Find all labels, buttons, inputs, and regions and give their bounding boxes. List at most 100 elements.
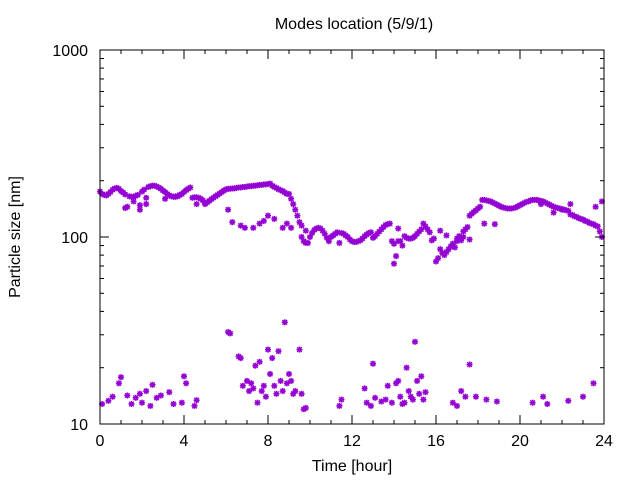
data-point [162, 195, 169, 202]
data-point [292, 388, 299, 395]
data-point [418, 226, 425, 233]
data-point [382, 396, 389, 403]
data-point [283, 220, 290, 227]
data-point [187, 184, 194, 191]
x-tick-label: 4 [180, 433, 189, 450]
data-point [283, 380, 290, 387]
data-point [265, 346, 271, 353]
data-point [105, 397, 112, 404]
data-point [256, 220, 263, 227]
data-point [384, 382, 391, 389]
data-point [166, 389, 173, 396]
data-point [298, 390, 305, 397]
data-point [412, 338, 418, 345]
data-point [395, 225, 402, 232]
data-point [141, 186, 148, 193]
data-point [430, 235, 437, 242]
data-point [460, 234, 467, 240]
data-point [437, 227, 444, 234]
data-point [401, 399, 408, 406]
data-point [290, 201, 297, 208]
x-tick-label: 24 [595, 433, 613, 450]
data-point [367, 402, 374, 409]
data-point [143, 201, 150, 208]
data-point [466, 361, 473, 368]
data-point [262, 393, 269, 400]
data-point [462, 393, 469, 400]
data-point [279, 224, 286, 231]
data-point [304, 239, 311, 246]
data-point [449, 240, 456, 247]
data-point [149, 381, 156, 388]
y-tick-label: 1000 [52, 43, 88, 60]
data-point [109, 393, 116, 400]
data-point [229, 219, 236, 226]
data-point [420, 396, 427, 403]
data-point [422, 389, 429, 396]
data-point [271, 215, 278, 222]
data-point [481, 220, 488, 227]
data-point [269, 355, 276, 362]
data-point [435, 255, 442, 262]
x-tick-label: 16 [427, 433, 445, 450]
chart-title: Modes location (5/9/1) [275, 16, 433, 33]
data-point [391, 240, 397, 247]
data-point [143, 388, 150, 395]
data-point [298, 222, 305, 229]
data-point [130, 198, 137, 205]
data-point [193, 397, 200, 404]
x-tick-label: 20 [511, 433, 529, 450]
data-point [124, 392, 131, 399]
data-point [237, 355, 244, 362]
data-point [227, 330, 234, 337]
data-point [367, 229, 374, 236]
data-point [302, 227, 309, 234]
data-point [529, 399, 536, 406]
x-tick-label: 0 [96, 433, 105, 450]
data-point [361, 385, 368, 392]
data-point [464, 224, 471, 231]
data-point [136, 202, 143, 209]
data-point [472, 393, 479, 400]
data-point [256, 358, 263, 365]
data-point [191, 402, 198, 409]
data-point [483, 396, 490, 403]
data-point [567, 201, 574, 208]
data-point [298, 234, 305, 240]
y-tick-label: 10 [70, 417, 88, 434]
data-point [288, 224, 295, 231]
data-point [134, 191, 141, 198]
data-point [477, 203, 484, 210]
data-point [241, 224, 248, 231]
data-point [454, 402, 460, 409]
data-point [386, 220, 393, 227]
data-point [372, 394, 379, 401]
data-point [139, 399, 145, 406]
data-point [288, 195, 295, 202]
data-point [273, 390, 280, 397]
data-point [336, 402, 343, 409]
data-point [271, 382, 278, 389]
x-axis-label: Time [hour] [312, 458, 392, 475]
data-point [143, 194, 150, 201]
data-point [132, 394, 139, 401]
data-point [246, 388, 253, 395]
data-point [443, 232, 450, 239]
data-point [292, 206, 299, 213]
data-point [136, 390, 143, 397]
data-point [540, 393, 547, 400]
x-tick-label: 12 [343, 433, 361, 450]
data-point [544, 401, 551, 407]
data-point [267, 371, 274, 377]
data-point [286, 371, 292, 377]
data-point [454, 238, 460, 245]
x-tick-label: 8 [264, 433, 273, 450]
data-point [409, 396, 416, 403]
data-point [418, 373, 425, 380]
data-point [491, 221, 498, 228]
data-point [288, 377, 295, 384]
data-point [260, 382, 267, 389]
